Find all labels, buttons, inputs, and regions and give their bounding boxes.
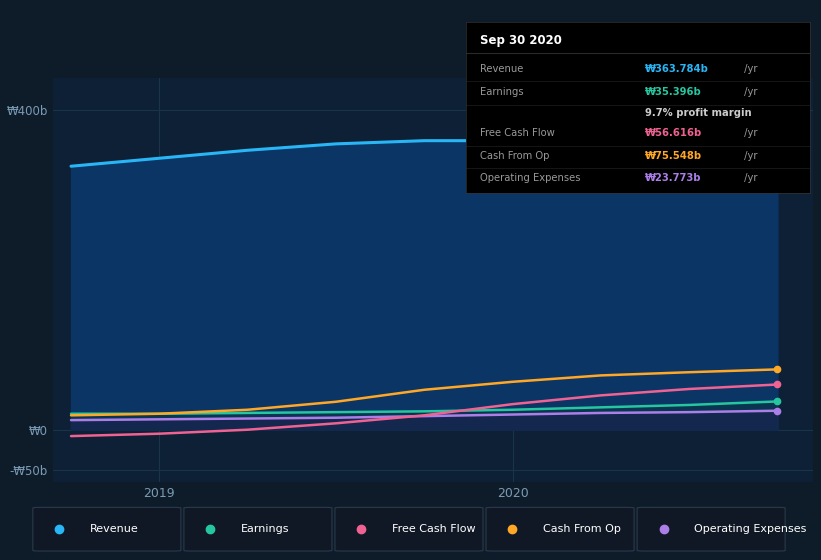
Text: Revenue: Revenue xyxy=(480,63,524,73)
Text: 9.7% profit margin: 9.7% profit margin xyxy=(644,108,751,118)
Text: Earnings: Earnings xyxy=(241,524,289,534)
Text: Revenue: Revenue xyxy=(89,524,138,534)
FancyBboxPatch shape xyxy=(33,507,181,551)
Text: /yr: /yr xyxy=(741,173,757,183)
Text: /yr: /yr xyxy=(741,151,757,161)
Text: Cash From Op: Cash From Op xyxy=(480,151,549,161)
Text: ₩23.773b: ₩23.773b xyxy=(644,173,701,183)
Text: /yr: /yr xyxy=(741,87,757,97)
Text: ₩75.548b: ₩75.548b xyxy=(644,151,702,161)
Text: Cash From Op: Cash From Op xyxy=(543,524,621,534)
Text: Sep 30 2020: Sep 30 2020 xyxy=(480,34,562,48)
FancyBboxPatch shape xyxy=(184,507,332,551)
Text: Operating Expenses: Operating Expenses xyxy=(694,524,806,534)
Text: Earnings: Earnings xyxy=(480,87,524,97)
FancyBboxPatch shape xyxy=(637,507,785,551)
Text: Free Cash Flow: Free Cash Flow xyxy=(480,128,555,138)
Text: ₩35.396b: ₩35.396b xyxy=(644,87,701,97)
Text: Free Cash Flow: Free Cash Flow xyxy=(392,524,475,534)
FancyBboxPatch shape xyxy=(486,507,634,551)
Text: /yr: /yr xyxy=(741,128,757,138)
Text: /yr: /yr xyxy=(741,63,757,73)
Text: ₩363.784b: ₩363.784b xyxy=(644,63,709,73)
FancyBboxPatch shape xyxy=(335,507,483,551)
Text: ₩56.616b: ₩56.616b xyxy=(644,128,702,138)
Text: Operating Expenses: Operating Expenses xyxy=(480,173,580,183)
